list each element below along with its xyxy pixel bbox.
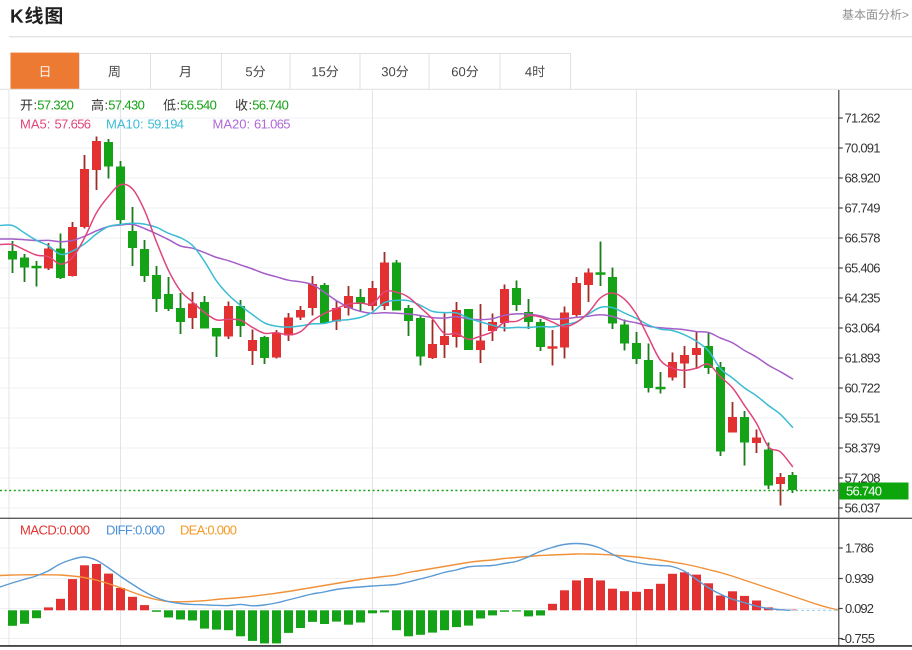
svg-text:56.740: 56.740: [846, 483, 882, 498]
svg-text:59.551: 59.551: [845, 411, 881, 426]
svg-text:DIFF:0.000: DIFF:0.000: [106, 523, 165, 538]
svg-text:57.656: 57.656: [55, 117, 92, 132]
svg-text:65.406: 65.406: [845, 261, 881, 276]
svg-text::: :: [177, 98, 181, 113]
svg-text:57.430: 57.430: [108, 98, 145, 113]
svg-text::: :: [105, 98, 109, 113]
svg-text:1.786: 1.786: [845, 541, 874, 556]
svg-text:60.722: 60.722: [845, 381, 881, 396]
svg-text:57.320: 57.320: [37, 98, 74, 113]
svg-text:MA10:: MA10:: [106, 117, 144, 132]
svg-text:64.235: 64.235: [845, 291, 881, 306]
svg-text:MA5:: MA5:: [20, 117, 50, 132]
svg-text:57.208: 57.208: [845, 471, 881, 486]
svg-text:67.749: 67.749: [845, 201, 881, 216]
svg-text:0.939: 0.939: [845, 571, 874, 586]
svg-text::: :: [34, 98, 38, 113]
svg-text:61.065: 61.065: [254, 117, 291, 132]
svg-text:58.379: 58.379: [845, 441, 881, 456]
svg-text:63.064: 63.064: [845, 321, 881, 336]
svg-text:MACD:0.000: MACD:0.000: [20, 523, 90, 538]
svg-text:66.578: 66.578: [845, 231, 881, 246]
svg-text:MA20:: MA20:: [213, 117, 251, 132]
svg-text:DEA:0.000: DEA:0.000: [180, 523, 237, 538]
svg-text:68.920: 68.920: [845, 171, 881, 186]
svg-text:71.262: 71.262: [845, 111, 881, 126]
svg-text:61.893: 61.893: [845, 351, 881, 366]
svg-text:59.194: 59.194: [148, 117, 185, 132]
svg-text:56.037: 56.037: [845, 501, 881, 516]
svg-text:56.740: 56.740: [252, 98, 288, 113]
svg-text:-0.755: -0.755: [841, 631, 875, 646]
svg-text::: :: [249, 98, 253, 113]
svg-text:70.091: 70.091: [845, 141, 881, 156]
svg-text:0.092: 0.092: [845, 601, 874, 616]
svg-text:56.540: 56.540: [180, 98, 217, 113]
